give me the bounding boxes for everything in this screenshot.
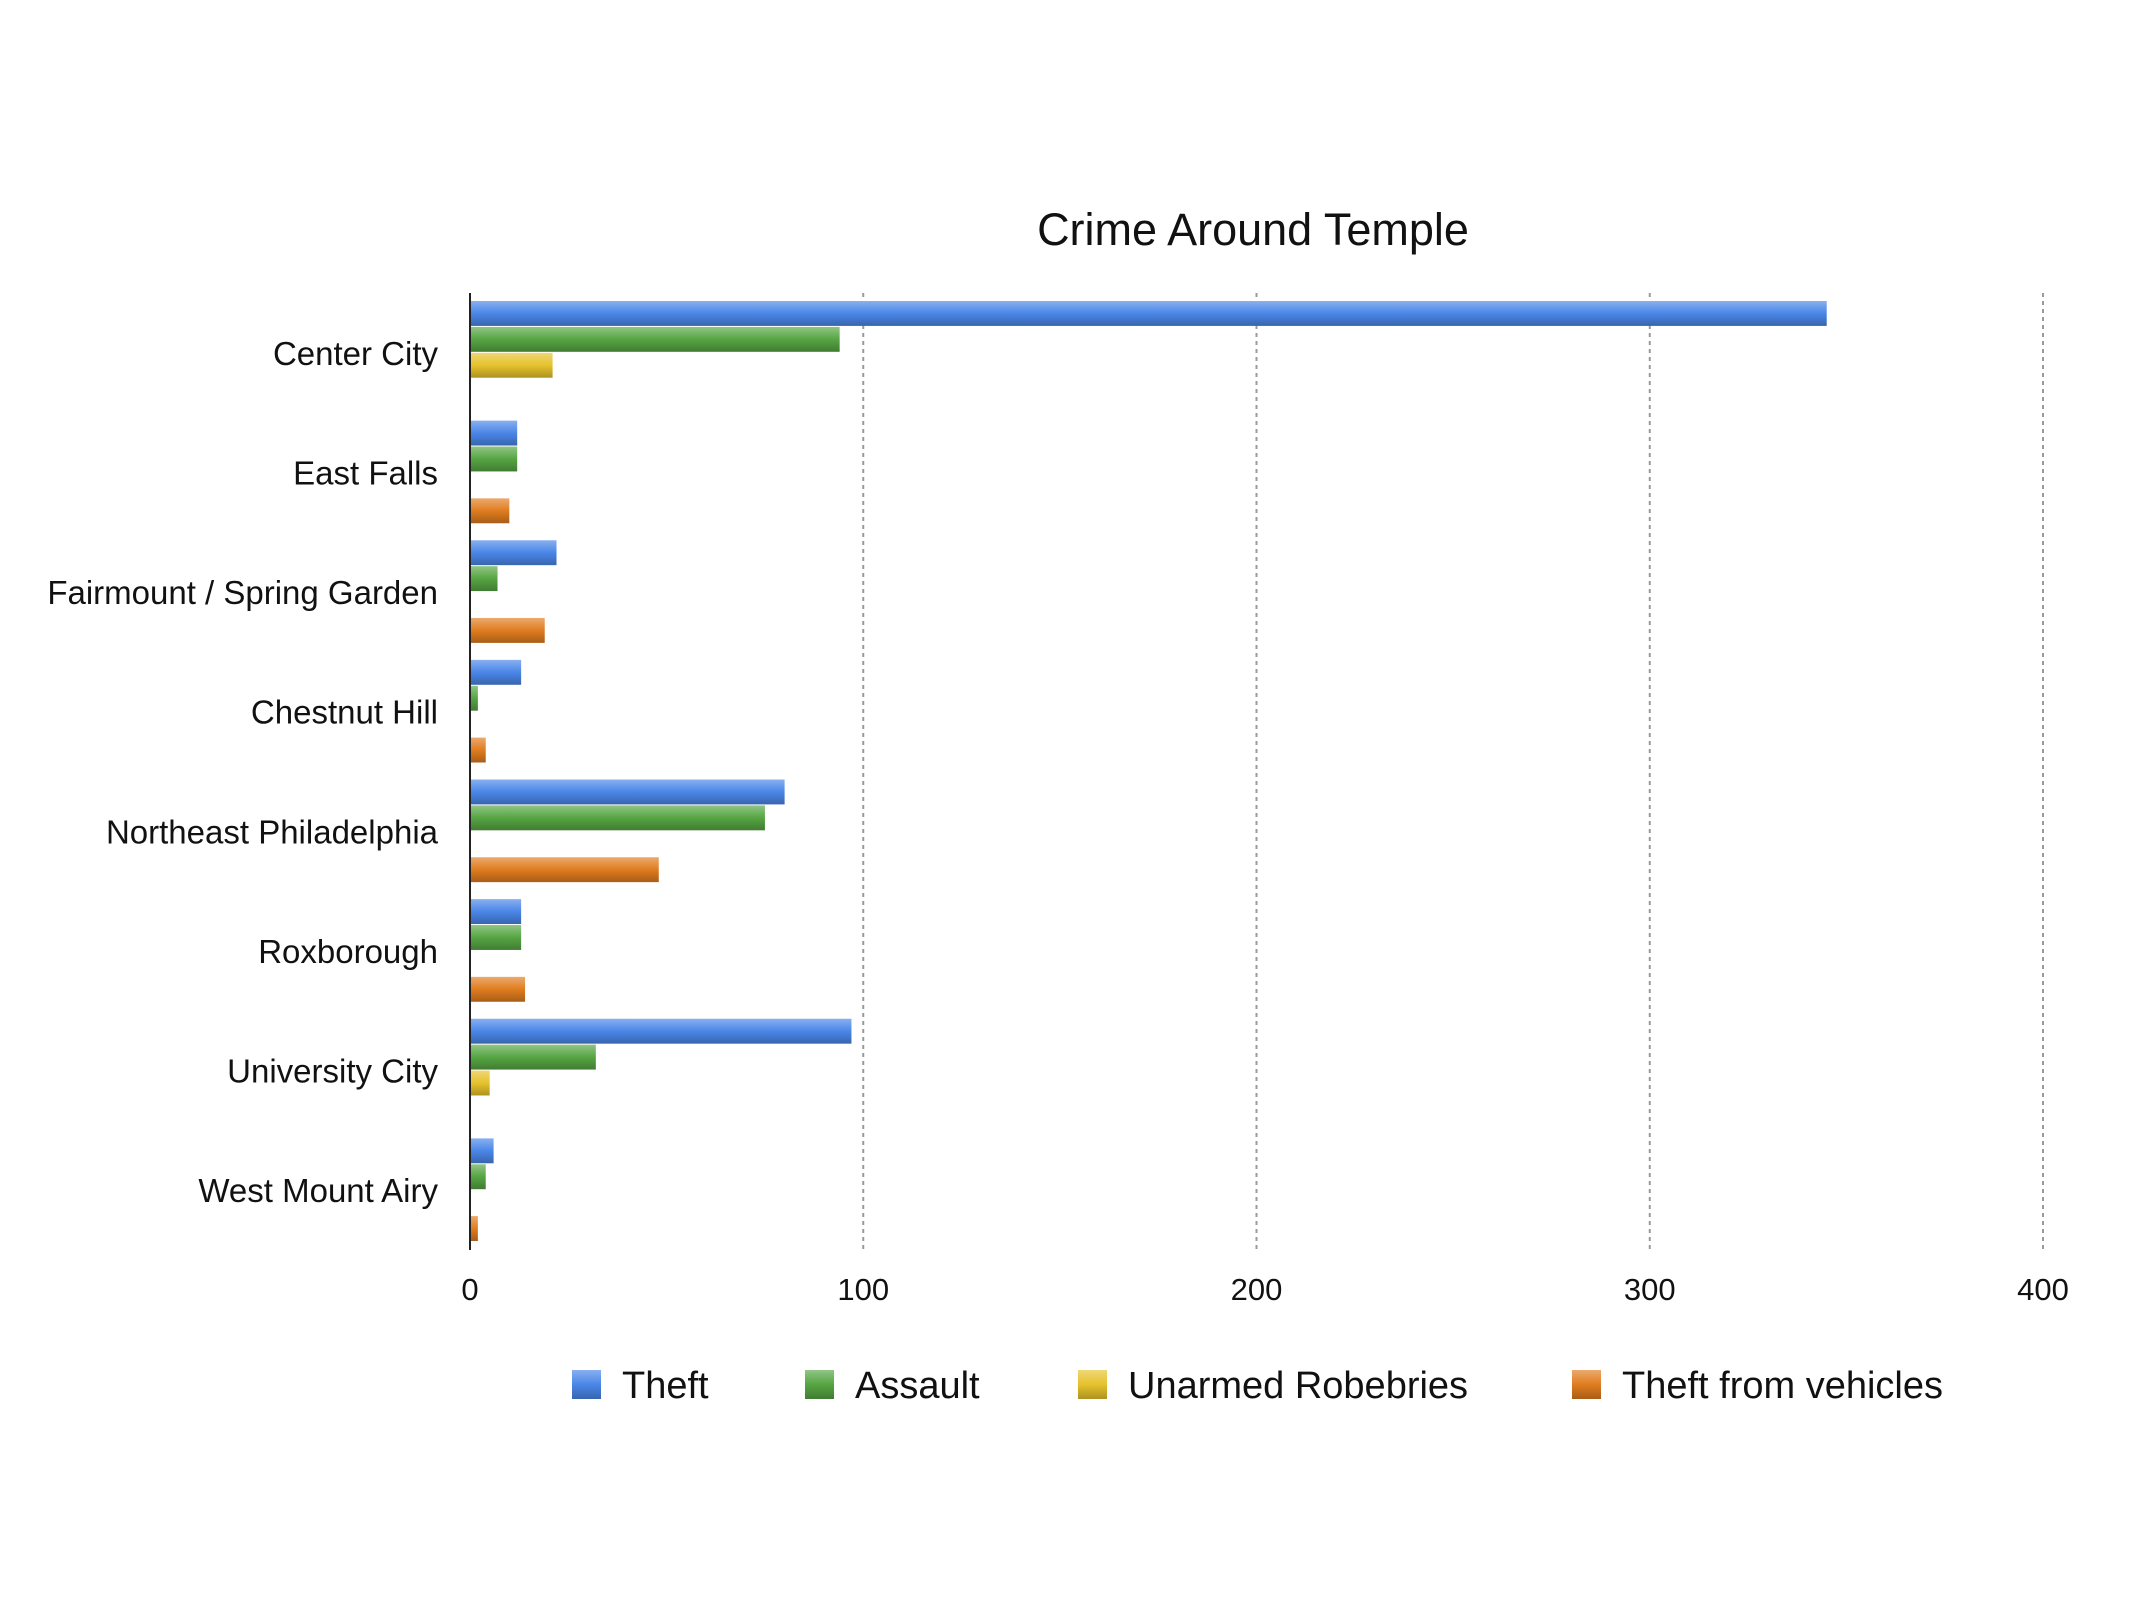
bar-university-city-assault: [470, 1044, 596, 1070]
bar-center-city-unarmed-robebries: [470, 352, 553, 378]
gridlines: [862, 293, 2044, 1250]
bar-roxborough-assault: [470, 925, 522, 950]
bar-fairmount-spring-garden-theft-from-vehicles: [470, 617, 545, 643]
x-tick-100: 100: [837, 1272, 889, 1307]
category-label-east-falls: East Falls: [293, 454, 438, 491]
x-tick-300: 300: [1624, 1272, 1676, 1307]
bar-west-mount-airy-assault: [470, 1164, 486, 1190]
bar-northeast-philadelphia-assault: [470, 805, 765, 831]
category-label-west-mount-airy: West Mount Airy: [198, 1172, 438, 1209]
legend-swatch-theft-from-vehicles: [1572, 1370, 1601, 1399]
bar-west-mount-airy-theft-from-vehicles: [470, 1216, 478, 1241]
chart-title: Crime Around Temple: [1037, 204, 1469, 255]
legend-swatch-theft: [572, 1370, 601, 1399]
bar-east-falls-assault: [470, 446, 518, 472]
legend-label-theft: Theft: [622, 1365, 709, 1407]
bar-center-city-theft: [470, 301, 1827, 326]
legend-swatch-unarmed-robebries: [1078, 1370, 1107, 1399]
bar-northeast-philadelphia-theft: [470, 779, 785, 805]
bar-east-falls-theft-from-vehicles: [470, 498, 510, 524]
legend-swatch-assault: [805, 1370, 834, 1399]
legend-label-theft-from-vehicles: Theft from vehicles: [1622, 1365, 1943, 1407]
category-label-university-city: University City: [227, 1053, 438, 1090]
bar-northeast-philadelphia-theft-from-vehicles: [470, 857, 659, 883]
bar-east-falls-theft: [470, 420, 518, 446]
legend-label-assault: Assault: [855, 1365, 980, 1407]
x-tick-400: 400: [2017, 1272, 2069, 1307]
bar-university-city-unarmed-robebries: [470, 1070, 490, 1096]
bar-chestnut-hill-theft: [470, 659, 522, 685]
bar-center-city-assault: [470, 326, 840, 352]
bar-roxborough-theft: [470, 899, 522, 925]
bar-chestnut-hill-assault: [470, 685, 478, 711]
bar-west-mount-airy-theft: [470, 1138, 494, 1164]
category-label-roxborough: Roxborough: [258, 933, 438, 970]
category-label-fairmount-spring-garden: Fairmount / Spring Garden: [47, 574, 438, 611]
bar-university-city-theft: [470, 1018, 852, 1044]
category-label-northeast-philadelphia: Northeast Philadelphia: [106, 813, 439, 850]
x-tick-0: 0: [461, 1272, 478, 1307]
bar-fairmount-spring-garden-theft: [470, 540, 557, 566]
legend-label-unarmed-robebries: Unarmed Robebries: [1128, 1365, 1468, 1407]
category-labels: Center City East Falls Fairmount / Spring …: [47, 335, 438, 1209]
x-tick-labels: 0 100 200 300 400: [461, 1272, 2068, 1307]
bars: [470, 301, 1827, 1241]
x-tick-200: 200: [1231, 1272, 1283, 1307]
legend: Theft Assault Unarmed Robebries Theft from …: [572, 1365, 1943, 1407]
category-label-center-city: Center City: [273, 335, 439, 372]
category-label-chestnut-hill: Chestnut Hill: [251, 694, 438, 731]
bar-roxborough-theft-from-vehicles: [470, 976, 526, 1002]
bar-fairmount-spring-garden-assault: [470, 566, 498, 592]
bar-chestnut-hill-theft-from-vehicles: [470, 737, 486, 763]
